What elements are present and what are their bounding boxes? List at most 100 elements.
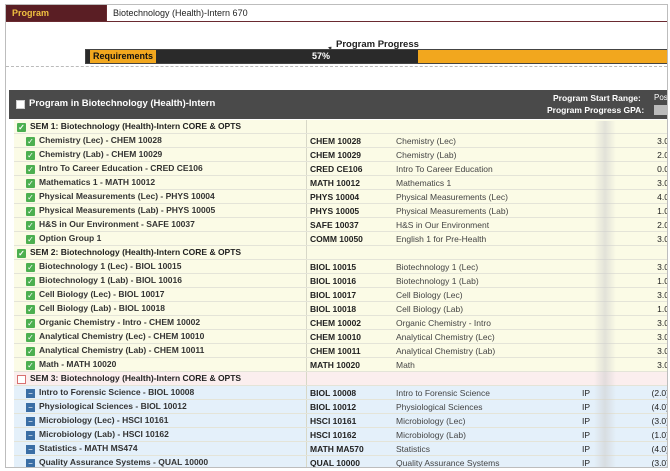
- requirement-name[interactable]: Physical Measurements (Lec) - PHYS 10004: [39, 191, 215, 202]
- course-title: Intro To Career Education: [393, 161, 579, 176]
- gpa-label: Program Progress GPA:: [547, 105, 645, 115]
- semester-row: ✓ SEM 1: Biotechnology (Health)-Intern CO…: [14, 120, 667, 134]
- course-code: BIOL 10012: [306, 399, 393, 414]
- requirement-name[interactable]: Cell Biology (Lab) - BIOL 10018: [39, 303, 165, 314]
- requirement-name[interactable]: Intro to Forensic Science - BIOL 10008: [39, 387, 195, 398]
- empty-cell: [393, 371, 579, 386]
- course-row: − Intro to Forensic Science - BIOL 10008 B…: [14, 385, 667, 400]
- course-credits: 2.0: [621, 217, 667, 232]
- progress-title: Program Progress: [336, 39, 419, 50]
- requirement-name[interactable]: Physiological Sciences - BIOL 10012: [39, 401, 187, 412]
- course-code: COMM 10050: [306, 231, 393, 246]
- course-row: − Physiological Sciences - BIOL 10012 BIOL…: [14, 399, 667, 414]
- requirement-name[interactable]: Chemistry (Lab) - CHEM 10029: [39, 149, 163, 160]
- course-credits: (3.0): [621, 455, 667, 467]
- course-row: − Statistics - MATH MS474 MATH MA570 Statis…: [14, 441, 667, 456]
- course-code: MATH 10012: [306, 175, 393, 190]
- empty-cell: [621, 371, 667, 386]
- program-header: Program in Biotechnology (Health)-Intern…: [9, 90, 667, 119]
- progress-bar-fill: [86, 50, 418, 63]
- course-code: PHYS 10004: [306, 189, 393, 204]
- requirement-name[interactable]: Quality Assurance Systems - QUAL 10000: [39, 457, 209, 468]
- course-title: Biotechnology 1 (Lec): [393, 259, 579, 274]
- course-title: Physical Measurements (Lec): [393, 189, 579, 204]
- course-credits: (3.0): [621, 413, 667, 428]
- program-checkbox[interactable]: [16, 100, 25, 109]
- requirement-name[interactable]: Organic Chemistry - Intro - CHEM 10002: [39, 317, 201, 328]
- check-icon: ✓: [26, 150, 35, 160]
- check-icon: ✓: [26, 234, 35, 244]
- empty-cell: [393, 120, 579, 134]
- program-value[interactable]: Biotechnology (Health)-Intern 670: [106, 5, 667, 21]
- requirement-name[interactable]: Physical Measurements (Lab) - PHYS 10005: [39, 205, 216, 216]
- course-credits: 0.0: [621, 161, 667, 176]
- start-range-value: Pos: [654, 93, 668, 102]
- progress-percent: 57%: [312, 51, 331, 61]
- progress-bar: Requirements 57%: [85, 49, 667, 64]
- check-icon: ✓: [17, 248, 26, 258]
- course-row: ✓ Analytical Chemistry (Lec) - CHEM 10010…: [14, 329, 667, 344]
- course-title: Physical Measurements (Lab): [393, 203, 579, 218]
- semester-label[interactable]: SEM 1: Biotechnology (Health)-Intern COR…: [30, 121, 242, 132]
- requirement-name[interactable]: Option Group 1: [39, 233, 102, 244]
- course-credits: 1.0: [621, 301, 667, 316]
- course-row: ✓ Organic Chemistry - Intro - CHEM 10002 C…: [14, 315, 667, 330]
- requirement-name[interactable]: H&S in Our Environment - SAFE 10037: [39, 219, 195, 230]
- course-code: HSCI 10161: [306, 413, 393, 428]
- check-icon: ✓: [26, 346, 35, 356]
- course-row: ✓ Intro To Career Education - CRED CE106 C…: [14, 161, 667, 176]
- empty-cell: [393, 245, 579, 260]
- in-progress-icon: −: [26, 458, 35, 467]
- requirement-name[interactable]: Biotechnology 1 (Lab) - BIOL 10016: [39, 275, 182, 286]
- requirement-name[interactable]: Microbiology (Lec) - HSCI 10161: [39, 415, 169, 426]
- course-title: Physiological Sciences: [393, 399, 579, 414]
- requirement-name[interactable]: Analytical Chemistry (Lec) - CHEM 10010: [39, 331, 205, 342]
- course-code: BIOL 10015: [306, 259, 393, 274]
- requirement-name[interactable]: Analytical Chemistry (Lab) - CHEM 10011: [39, 345, 205, 356]
- course-row: ✓ Analytical Chemistry (Lab) - CHEM 10011…: [14, 343, 667, 358]
- empty-cell: [306, 120, 393, 134]
- course-row: − Microbiology (Lab) - HSCI 10162 HSCI 101…: [14, 427, 667, 442]
- course-row: ✓ Cell Biology (Lec) - BIOL 10017 BIOL 100…: [14, 287, 667, 302]
- in-progress-icon: −: [26, 430, 35, 440]
- empty-cell: [621, 245, 667, 260]
- semester-label[interactable]: SEM 2: Biotechnology (Health)-Intern COR…: [30, 247, 242, 258]
- start-range-label: Program Start Range:: [553, 93, 641, 103]
- semester-label[interactable]: SEM 3: Biotechnology (Health)-Intern COR…: [30, 373, 242, 384]
- course-code: CHEM 10028: [306, 133, 393, 148]
- requirement-name[interactable]: Mathematics 1 - MATH 10012: [39, 177, 156, 188]
- program-header-title: Program in Biotechnology (Health)-Intern: [29, 98, 216, 109]
- course-credits: (4.0): [621, 441, 667, 456]
- check-icon: ✓: [26, 318, 35, 328]
- requirement-name[interactable]: Biotechnology 1 (Lec) - BIOL 10015: [39, 261, 182, 272]
- requirement-name[interactable]: Statistics - MATH MS474: [39, 443, 138, 454]
- course-credits: 3.0: [621, 357, 667, 372]
- check-icon: ✓: [26, 332, 35, 342]
- check-icon: ✓: [26, 178, 35, 188]
- course-credits: 3.0: [621, 175, 667, 190]
- requirement-name[interactable]: Cell Biology (Lec) - BIOL 10017: [39, 289, 165, 300]
- course-code: CHEM 10010: [306, 329, 393, 344]
- course-title: Analytical Chemistry (Lec): [393, 329, 579, 344]
- course-credits: 3.0: [621, 329, 667, 344]
- course-row: ✓ Cell Biology (Lab) - BIOL 10018 BIOL 100…: [14, 301, 667, 316]
- check-icon: ✓: [26, 206, 35, 216]
- check-icon: ✓: [26, 360, 35, 370]
- course-title: Organic Chemistry - Intro: [393, 315, 579, 330]
- in-progress-icon: −: [26, 416, 35, 426]
- course-credits: 3.0: [621, 315, 667, 330]
- course-code: HSCI 10162: [306, 427, 393, 442]
- course-code: BIOL 10017: [306, 287, 393, 302]
- semester-row: ✓ SEM 2: Biotechnology (Health)-Intern CO…: [14, 245, 667, 260]
- course-code: BIOL 10008: [306, 385, 393, 400]
- requirement-name[interactable]: Intro To Career Education - CRED CE106: [39, 163, 203, 174]
- check-icon: ✓: [26, 290, 35, 300]
- redacted-column: [594, 121, 616, 467]
- check-icon: ✓: [26, 164, 35, 174]
- course-row: ✓ Chemistry (Lec) - CHEM 10028 CHEM 10028 C…: [14, 133, 667, 148]
- requirement-name[interactable]: Math - MATH 10020: [39, 359, 117, 370]
- requirement-name[interactable]: Microbiology (Lab) - HSCI 10162: [39, 429, 169, 440]
- program-evaluation-panel: Program Biotechnology (Health)-Intern 67…: [5, 4, 668, 468]
- requirement-name[interactable]: Chemistry (Lec) - CHEM 10028: [39, 135, 162, 146]
- course-row: ✓ Biotechnology 1 (Lec) - BIOL 10015 BIOL …: [14, 259, 667, 274]
